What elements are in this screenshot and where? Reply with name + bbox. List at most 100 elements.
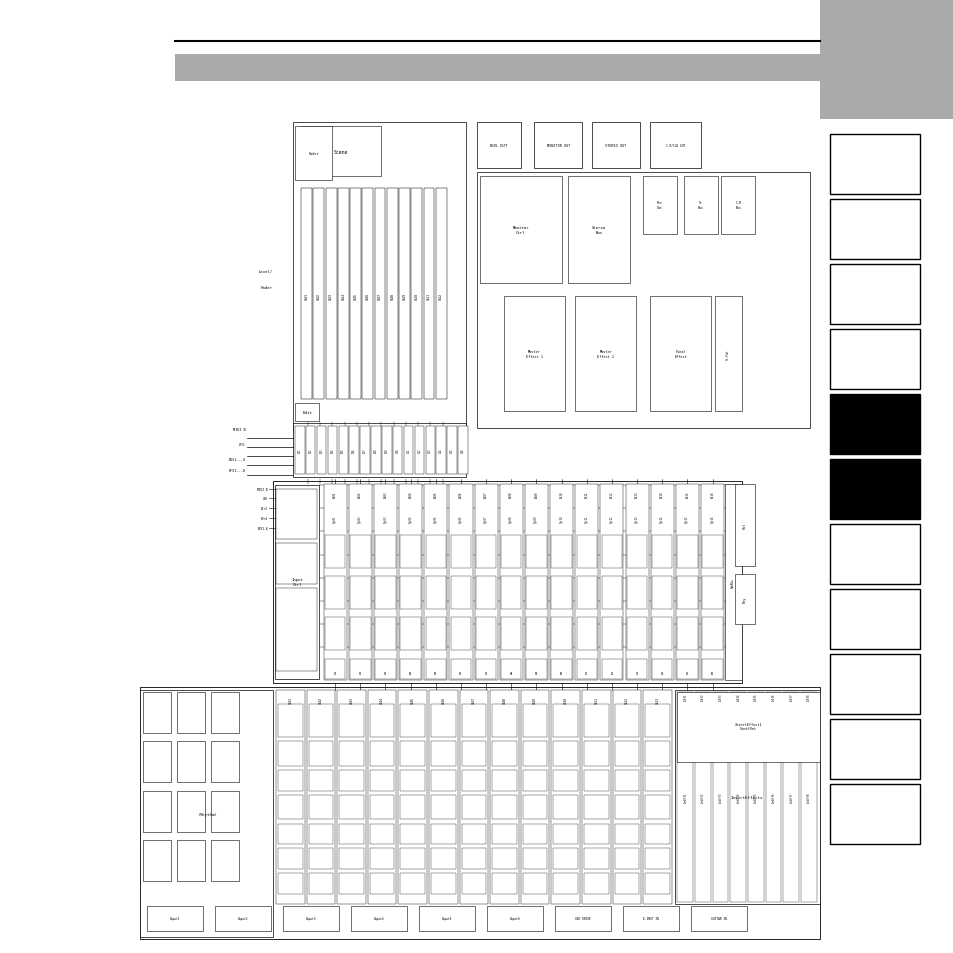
Bar: [729, 692, 745, 902]
Bar: [492, 873, 517, 894]
Bar: [829, 720, 919, 780]
Bar: [701, 659, 722, 679]
Text: C09: C09: [384, 448, 389, 453]
Text: Input4: Input4: [373, 917, 383, 921]
Text: Tgt13: Tgt13: [635, 515, 639, 522]
Bar: [214, 906, 271, 931]
Text: MONITOR OUT: MONITOR OUT: [546, 143, 569, 148]
Bar: [642, 176, 677, 234]
Bar: [553, 704, 578, 737]
Bar: [423, 189, 434, 399]
Bar: [677, 536, 697, 568]
Text: InsEff5: InsEff5: [753, 792, 758, 802]
Bar: [400, 704, 424, 737]
Bar: [614, 704, 639, 737]
Bar: [614, 873, 639, 894]
Text: Ch04: Ch04: [379, 697, 384, 703]
Bar: [400, 659, 420, 679]
Bar: [701, 618, 722, 651]
Bar: [583, 873, 608, 894]
Text: Ch01: Ch01: [333, 491, 336, 497]
Bar: [553, 823, 578, 844]
Text: Ch02: Ch02: [316, 293, 320, 299]
Text: Tgt11: Tgt11: [584, 515, 588, 522]
Bar: [398, 484, 422, 680]
Bar: [450, 536, 471, 568]
Bar: [581, 690, 610, 904]
Text: 07: 07: [484, 672, 487, 676]
Bar: [551, 618, 571, 651]
Text: 05: 05: [434, 672, 437, 676]
Text: C15: C15: [450, 448, 454, 453]
Text: St.Fdr: St.Fdr: [725, 349, 729, 359]
Bar: [350, 536, 370, 568]
Text: 14: 14: [659, 672, 663, 676]
Text: InsEff4: InsEff4: [736, 792, 740, 802]
Text: Ch10: Ch10: [415, 293, 418, 299]
Bar: [436, 189, 446, 399]
Bar: [500, 659, 521, 679]
Bar: [592, 123, 639, 169]
Bar: [306, 426, 315, 475]
Bar: [486, 906, 542, 931]
Text: 08: 08: [509, 672, 513, 676]
Text: C14: C14: [438, 448, 443, 453]
Bar: [400, 795, 424, 820]
Text: InsEff8: InsEff8: [806, 792, 810, 802]
Bar: [337, 189, 349, 399]
Text: Ch10: Ch10: [563, 697, 567, 703]
Bar: [601, 536, 621, 568]
Bar: [339, 770, 363, 791]
Bar: [370, 795, 394, 820]
Bar: [418, 906, 474, 931]
Bar: [551, 690, 579, 904]
Bar: [299, 128, 381, 176]
Text: BUS OUT: BUS OUT: [490, 143, 507, 148]
Bar: [143, 841, 171, 882]
Text: Ch05: Ch05: [410, 697, 415, 703]
Text: Ch15: Ch15: [684, 491, 689, 497]
Bar: [522, 795, 547, 820]
Bar: [550, 484, 573, 680]
Bar: [370, 848, 394, 869]
Bar: [734, 484, 755, 566]
Bar: [583, 770, 608, 791]
Bar: [415, 426, 424, 475]
Bar: [349, 426, 358, 475]
Text: Tgt04: Tgt04: [408, 515, 413, 522]
Bar: [492, 848, 517, 869]
Text: 13: 13: [635, 672, 639, 676]
Text: Ch05: Ch05: [434, 491, 437, 497]
Bar: [829, 200, 919, 260]
Text: Ch03: Ch03: [383, 491, 387, 497]
Bar: [306, 690, 335, 904]
Bar: [649, 123, 700, 169]
Bar: [400, 618, 420, 651]
Text: (Rhythm): (Rhythm): [196, 812, 216, 816]
Bar: [551, 536, 571, 568]
Bar: [447, 426, 456, 475]
Bar: [316, 426, 326, 475]
Bar: [457, 426, 467, 475]
Text: InsEff3: InsEff3: [718, 792, 722, 802]
Text: Scene: Scene: [333, 150, 348, 154]
Bar: [492, 795, 517, 820]
Bar: [553, 741, 578, 766]
Text: MIDI B: MIDI B: [257, 487, 268, 491]
Text: Fader: Fader: [260, 286, 273, 290]
Bar: [339, 823, 363, 844]
Bar: [275, 490, 316, 539]
Text: InEf6: InEf6: [771, 693, 775, 700]
Text: EFX1...8: EFX1...8: [228, 469, 245, 473]
Bar: [212, 841, 238, 882]
Bar: [338, 426, 348, 475]
Bar: [492, 823, 517, 844]
Bar: [398, 189, 410, 399]
Bar: [374, 484, 396, 680]
Bar: [820, 0, 953, 120]
Text: InEf3: InEf3: [718, 693, 722, 700]
Text: SubMix: SubMix: [730, 578, 734, 587]
Text: Ch07: Ch07: [472, 697, 476, 703]
Bar: [403, 426, 413, 475]
Bar: [351, 906, 406, 931]
